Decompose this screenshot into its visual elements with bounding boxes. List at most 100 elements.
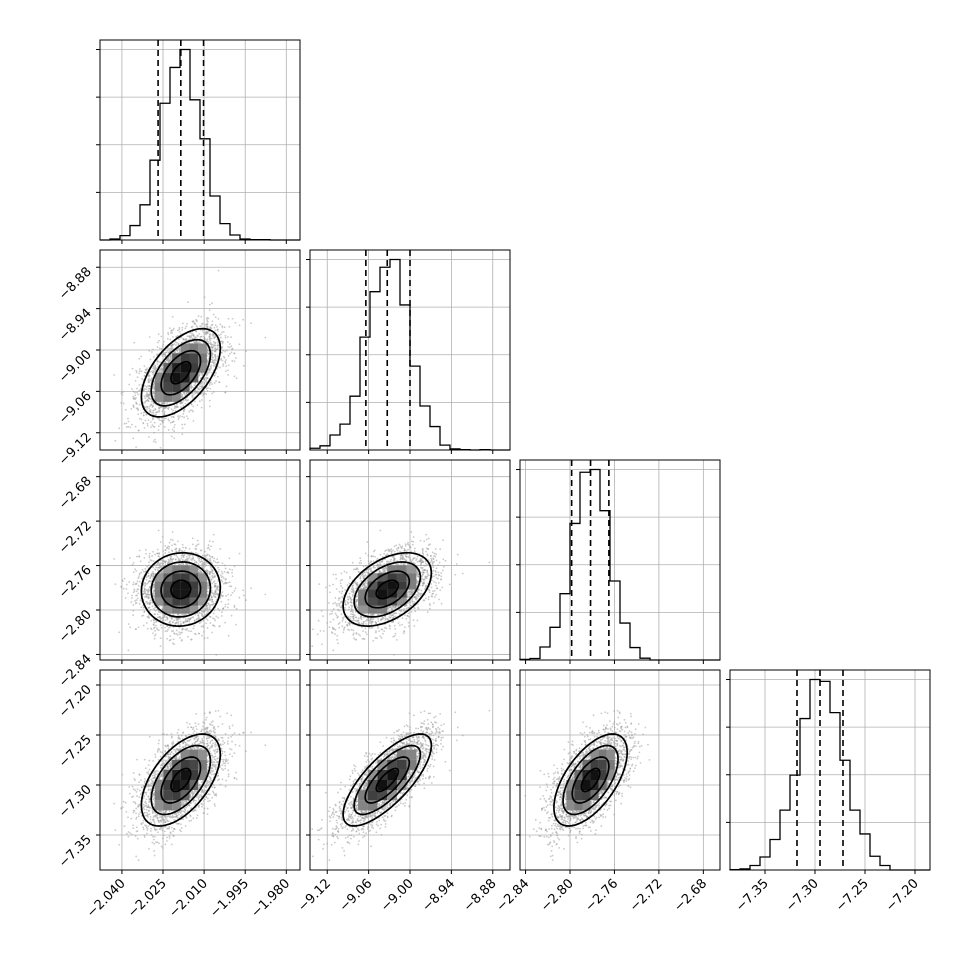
scatter-point	[226, 606, 229, 609]
scatter-point	[166, 349, 169, 352]
scatter-point	[170, 435, 173, 438]
hist-frame	[729, 669, 931, 871]
scatter-point	[144, 368, 147, 371]
scatter-point	[148, 349, 151, 352]
scatter-point	[138, 368, 141, 370]
scatter-point	[183, 392, 185, 394]
scatter-point	[170, 416, 173, 418]
scatter-point	[212, 572, 215, 575]
scatter-point	[209, 369, 211, 371]
scatter-point	[203, 335, 205, 338]
scatter-point	[138, 417, 141, 420]
scatter-point	[195, 548, 198, 551]
scatter-point	[231, 575, 234, 578]
scatter-point	[142, 624, 145, 627]
scatter-point	[159, 446, 162, 449]
scatter-point	[198, 632, 200, 635]
scatter-point	[135, 590, 138, 593]
scatter-point	[178, 330, 181, 333]
scatter-point	[173, 437, 176, 439]
scatter-point	[127, 417, 129, 420]
scatter-point	[137, 429, 140, 432]
scatter-point	[148, 564, 150, 567]
scatter-point	[214, 356, 217, 358]
scatter-point	[150, 627, 152, 630]
scatter-point	[193, 400, 196, 403]
scatter-point	[185, 398, 188, 400]
density-cell	[172, 372, 181, 383]
scatter-point	[214, 335, 217, 338]
scatter-point	[174, 409, 177, 412]
scatter-point	[182, 410, 185, 413]
scatter-point	[160, 335, 163, 338]
scatter-point	[221, 611, 223, 613]
scatter-point	[194, 336, 197, 339]
scatter-point	[191, 394, 194, 397]
scatter-point	[225, 578, 227, 580]
scatter-point	[163, 352, 165, 354]
scatter-point	[175, 344, 178, 347]
scatter-point	[209, 303, 211, 306]
scatter-point	[208, 309, 211, 312]
scatter-point	[196, 539, 199, 542]
scatter-point	[208, 333, 211, 336]
scatter-point	[204, 556, 207, 559]
scatter-point	[132, 390, 135, 393]
scatter-point	[152, 410, 155, 412]
scatter-point	[170, 330, 173, 333]
scatter-point	[167, 331, 169, 334]
scatter-point	[151, 424, 154, 427]
scatter-point	[223, 356, 226, 359]
scatter-point	[217, 566, 220, 569]
scatter-point	[213, 326, 216, 329]
scatter-point	[138, 384, 141, 386]
scatter-point	[149, 558, 152, 561]
density-cell	[198, 343, 207, 354]
scatter-point	[201, 329, 204, 332]
scatter-point	[166, 338, 169, 340]
scatter-point	[152, 570, 154, 573]
scatter-point	[113, 558, 116, 560]
scatter-point	[227, 369, 229, 372]
scatter-point	[227, 581, 229, 584]
scatter-point	[238, 343, 241, 346]
scatter-point	[131, 367, 134, 370]
scatter-point	[231, 571, 233, 574]
scatter-point	[193, 384, 196, 387]
scatter-point	[204, 550, 207, 553]
scatter-point	[196, 391, 198, 393]
scatter-point	[152, 619, 155, 622]
scatter-point	[141, 568, 144, 571]
scatter-point	[135, 369, 138, 372]
scatter-point	[135, 401, 138, 404]
scatter-point	[131, 563, 134, 566]
scatter-point	[132, 406, 135, 409]
scatter-point	[140, 418, 143, 421]
scatter-point	[184, 402, 187, 405]
scatter-point	[227, 364, 230, 367]
scatter-point	[152, 592, 155, 595]
scatter-point	[184, 628, 187, 631]
scatter-point	[149, 398, 152, 400]
scatter-point	[149, 410, 152, 413]
scatter-point	[210, 364, 213, 366]
scatter-point	[207, 610, 209, 613]
density-cell	[189, 353, 199, 364]
scatter-point	[148, 397, 150, 400]
scatter-point	[136, 391, 138, 394]
scatter-point	[127, 649, 130, 652]
scatter-point	[125, 426, 128, 428]
scatter-point	[146, 392, 149, 395]
scatter-point	[192, 334, 195, 337]
scatter-point	[177, 418, 180, 421]
scatter-point	[158, 611, 161, 614]
scatter-point	[171, 336, 174, 338]
scatter-point	[157, 429, 160, 431]
scatter-point	[182, 338, 184, 340]
scatter-point	[153, 622, 156, 624]
scatter-point	[200, 385, 203, 388]
scatter-point	[210, 324, 213, 326]
scatter-point	[132, 561, 135, 564]
scatter-point	[145, 388, 148, 391]
scatter-point	[192, 320, 195, 322]
